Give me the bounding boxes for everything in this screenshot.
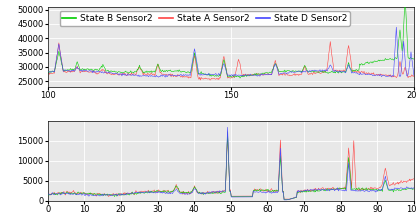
Legend: State B Sensor2, State A Sensor2, State D Sensor2: State B Sensor2, State A Sensor2, State … (59, 11, 349, 26)
